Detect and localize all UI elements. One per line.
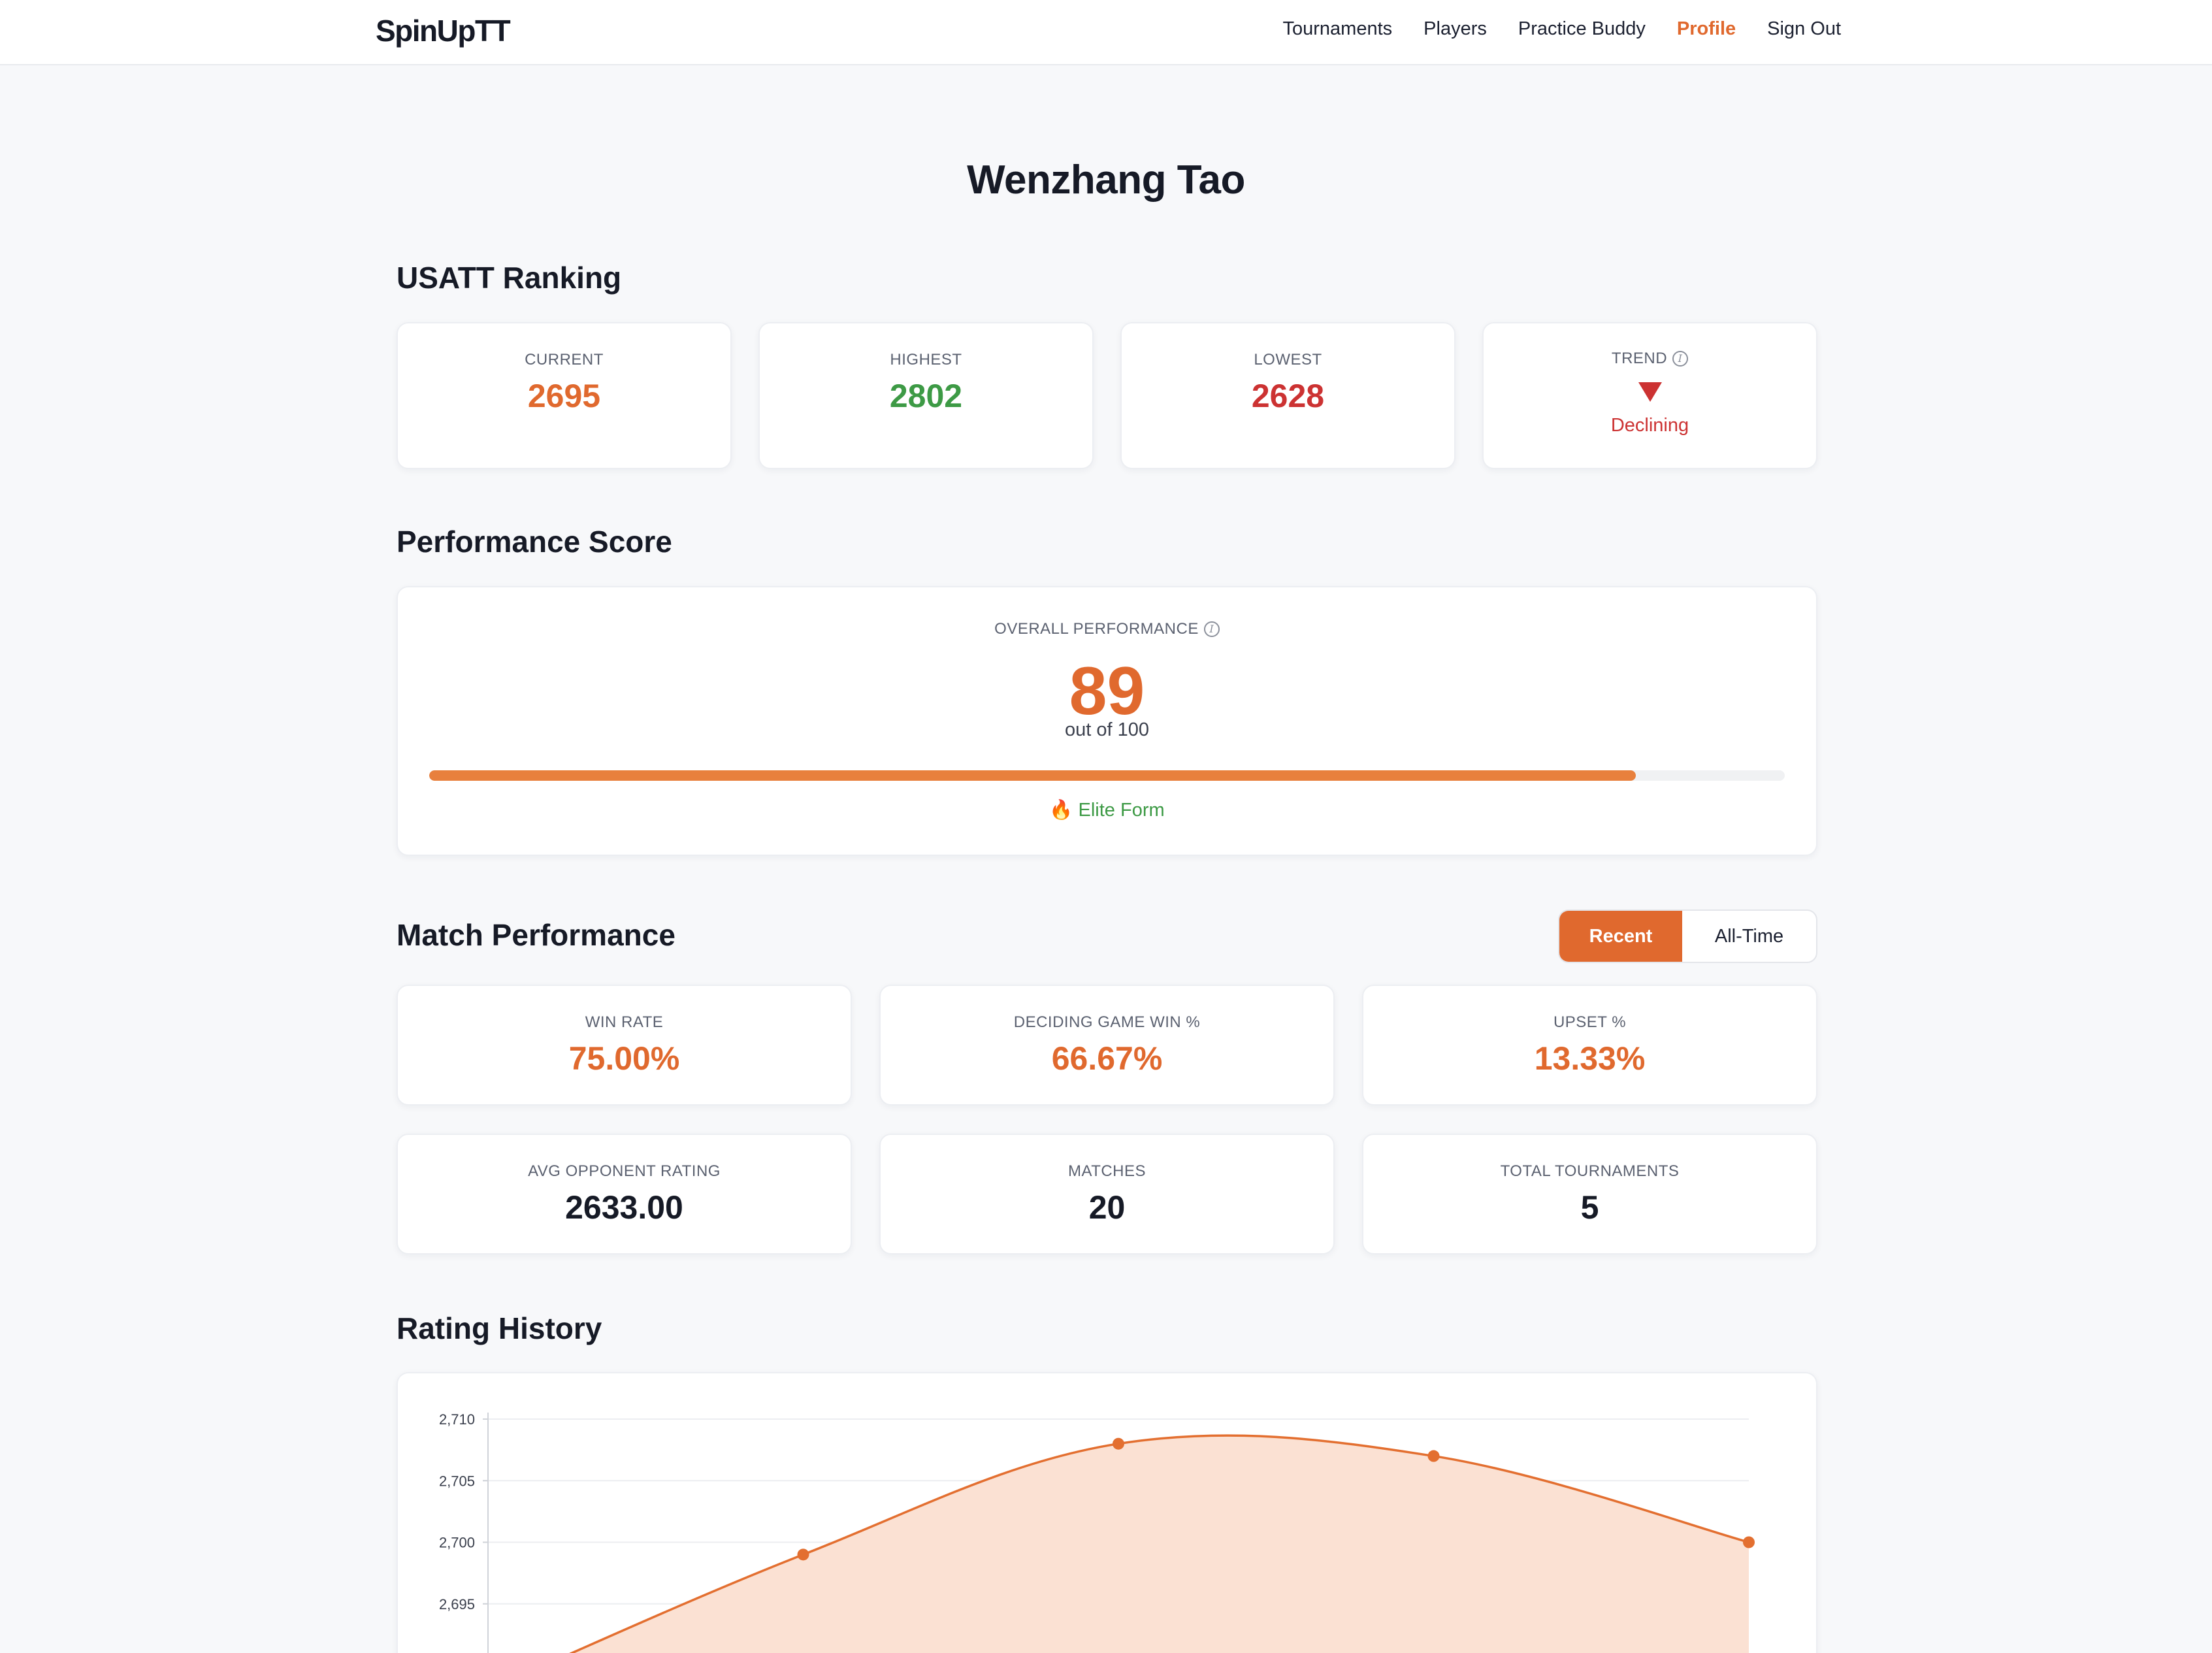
toggle-recent-button[interactable]: Recent — [1559, 911, 1682, 962]
navbar: SpinUpTT Tournaments Players Practice Bu… — [0, 0, 2212, 65]
data-point — [1427, 1450, 1440, 1462]
ranking-section-title: USATT Ranking — [397, 261, 622, 295]
stat-card-avg-opponent: AVG OPPONENT RATING 2633.00 — [397, 1134, 852, 1254]
stat-label: DECIDING GAME WIN % — [1013, 1013, 1201, 1031]
performance-label-row: OVERALL PERFORMANCE i — [398, 620, 1816, 638]
stat-value: 13.33% — [1534, 1040, 1646, 1077]
y-tick-label: 2,700 — [439, 1535, 475, 1551]
rating-history-chart-card: 2,710 2,705 2,700 2,695 — [397, 1372, 1817, 1653]
rating-history-section-title: Rating History — [397, 1311, 602, 1345]
y-tick-label: 2,710 — [439, 1411, 475, 1428]
ranking-current-card: CURRENT 2695 — [397, 322, 732, 469]
stat-value: 5 — [1580, 1189, 1599, 1226]
stat-value: 75.00% — [568, 1040, 680, 1077]
ranking-highest-value: 2802 — [889, 378, 963, 414]
nav-players[interactable]: Players — [1423, 18, 1487, 39]
data-point — [797, 1548, 809, 1561]
nav-tournaments[interactable]: Tournaments — [1282, 18, 1393, 39]
info-icon[interactable]: i — [1203, 621, 1220, 637]
y-tick-label: 2,695 — [439, 1596, 475, 1612]
nav-profile[interactable]: Profile — [1676, 18, 1736, 39]
performance-card: OVERALL PERFORMANCE i 89 out of 100 🔥 Eli… — [397, 586, 1817, 856]
stat-label: WIN RATE — [585, 1013, 664, 1031]
ranking-trend-label-row: TREND i — [1484, 350, 1816, 368]
match-period-toggle: Recent All-Time — [1558, 909, 1817, 963]
stat-value: 2633.00 — [565, 1189, 683, 1226]
nav-practice-buddy[interactable]: Practice Buddy — [1518, 18, 1646, 39]
ranking-highest-label: HIGHEST — [890, 351, 962, 368]
stat-label: AVG OPPONENT RATING — [528, 1162, 721, 1180]
performance-section-title: Performance Score — [397, 525, 672, 559]
triangle-down-icon — [1638, 382, 1662, 402]
performance-progress-fill — [429, 770, 1636, 781]
match-section-title: Match Performance — [397, 918, 675, 952]
ranking-highest-card: HIGHEST 2802 — [758, 322, 1094, 469]
y-tick-label: 2,705 — [439, 1473, 475, 1489]
performance-score: 89 — [1069, 653, 1145, 729]
performance-out-of: out of 100 — [1065, 719, 1149, 740]
brand-logo[interactable]: SpinUpTT — [376, 14, 511, 48]
ranking-lowest-label: LOWEST — [1254, 351, 1322, 368]
series-area — [572, 1435, 1749, 1653]
ranking-lowest-card: LOWEST 2628 — [1120, 322, 1456, 469]
nav-sign-out[interactable]: Sign Out — [1767, 18, 1841, 39]
performance-progress-track — [429, 770, 1785, 781]
ranking-current-label: CURRENT — [525, 351, 604, 368]
stat-card-win-rate: WIN RATE 75.00% — [397, 985, 852, 1105]
ranking-trend-card: TREND i Declining — [1482, 322, 1817, 469]
stat-value: 20 — [1088, 1189, 1126, 1226]
ranking-trend-label: TREND — [1611, 350, 1668, 367]
stat-card-deciding-game: DECIDING GAME WIN % 66.67% — [879, 985, 1335, 1105]
ranking-current-value: 2695 — [527, 378, 601, 414]
ranking-trend-value: Declining — [1610, 415, 1689, 436]
stat-value: 66.67% — [1051, 1040, 1163, 1077]
data-point — [1113, 1437, 1124, 1450]
performance-label: OVERALL PERFORMANCE — [994, 620, 1199, 638]
info-icon[interactable]: i — [1672, 351, 1689, 367]
performance-badge: 🔥 Elite Form — [1049, 800, 1165, 821]
ranking-lowest-value: 2628 — [1251, 378, 1325, 414]
stat-card-total-tournaments: TOTAL TOURNAMENTS 5 — [1362, 1134, 1817, 1254]
nav-links: Tournaments Players Practice Buddy Profi… — [1283, 18, 1842, 40]
stat-label: TOTAL TOURNAMENTS — [1500, 1162, 1680, 1180]
stat-card-matches: MATCHES 20 — [879, 1134, 1335, 1254]
rating-history-chart: 2,710 2,705 2,700 2,695 — [439, 1411, 1755, 1653]
page-title: Wenzhang Tao — [967, 157, 1245, 203]
toggle-all-time-button[interactable]: All-Time — [1714, 925, 1784, 947]
stat-label: MATCHES — [1067, 1162, 1147, 1180]
stat-label: UPSET % — [1553, 1013, 1627, 1031]
data-point — [1743, 1536, 1755, 1548]
stat-card-upset: UPSET % 13.33% — [1362, 985, 1817, 1105]
